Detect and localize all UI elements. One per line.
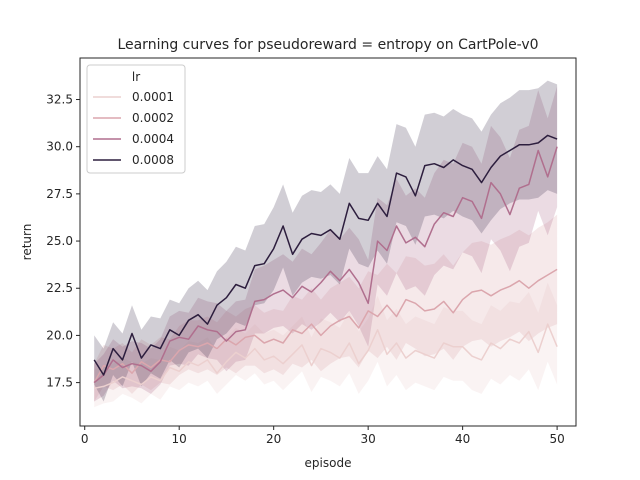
legend-box (86, 64, 186, 174)
x-tick-label: 20 (266, 432, 281, 446)
y-tick-label: 25.0 (46, 234, 73, 248)
y-tick-label: 22.5 (46, 281, 73, 295)
series-line-1 (93, 268, 558, 383)
x-tick-label: 10 (172, 432, 187, 446)
y-tick-label: 17.5 (46, 376, 73, 390)
series-band-0 (94, 282, 558, 408)
series-line-2 (93, 146, 558, 384)
confidence-bands (94, 80, 558, 408)
x-tick-label: 50 (549, 432, 564, 446)
legend-label-2: 0.0004 (132, 132, 174, 146)
x-axis-ticks: 0 10 20 30 40 50 (81, 426, 565, 446)
y-tick-label: 30.0 (46, 140, 73, 154)
chart-title: Learning curves for pseudoreward = entro… (117, 37, 538, 53)
y-tick-label: 20.0 (46, 328, 73, 342)
legend-label-0: 0.0001 (132, 90, 174, 104)
series-band-2 (94, 86, 558, 402)
legend-title: lr (132, 70, 140, 84)
series-lines (93, 134, 558, 390)
x-axis-label: episode (305, 456, 352, 470)
y-tick-label: 32.5 (46, 93, 73, 107)
x-tick-label: 30 (361, 432, 376, 446)
series-band-3 (94, 80, 558, 402)
plot-frame (79, 57, 577, 427)
x-tick-label: 0 (81, 432, 89, 446)
series-line-3 (93, 134, 558, 376)
legend-label-3: 0.0008 (132, 153, 174, 167)
series-band-1 (94, 214, 558, 402)
y-axis-label: return (20, 224, 34, 261)
y-tick-label: 27.5 (46, 187, 73, 201)
legend-label-1: 0.0002 (132, 111, 174, 125)
y-axis-ticks: 17.5 20.0 22.5 25.0 27.5 30.0 32.5 (46, 93, 80, 390)
series-line-0 (94, 323, 558, 390)
x-tick-label: 40 (455, 432, 470, 446)
legend: lr 0.0001 0.0002 0.0004 0.0008 (86, 64, 186, 174)
legend-items: 0.0001 0.0002 0.0004 0.0008 (93, 90, 174, 167)
